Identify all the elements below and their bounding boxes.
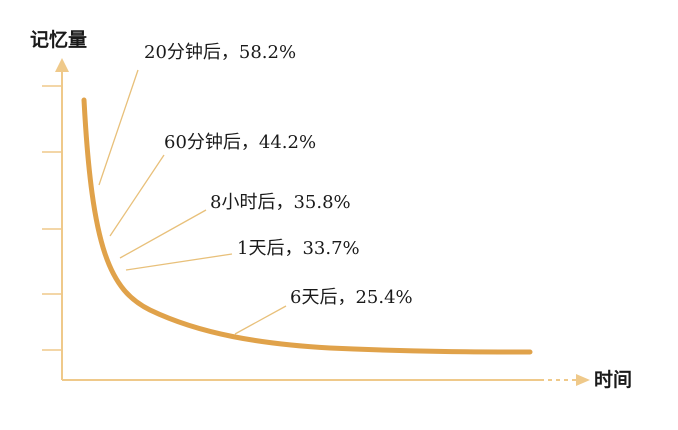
y-axis-label: 记忆量 (30, 28, 87, 51)
annotation-8h: 8小时后，35.8% (210, 192, 351, 213)
annotation-6days: 6天后，25.4% (290, 287, 413, 308)
annotation-20min: 20分钟后，58.2% (144, 42, 296, 63)
y-axis-arrow-icon (55, 58, 69, 72)
leader-line-20min (99, 70, 138, 185)
x-axis-label: 时间 (594, 369, 632, 391)
y-axis-ticks (42, 86, 62, 350)
x-axis-arrow-icon (576, 374, 590, 386)
annotation-1day: 1天后，33.7% (237, 238, 360, 259)
leader-line-6days (235, 306, 286, 334)
annotation-60min: 60分钟后，44.2% (164, 132, 316, 153)
leader-line-1day (126, 254, 232, 270)
leader-line-60min (110, 155, 164, 236)
leader-line-8h (120, 210, 206, 258)
